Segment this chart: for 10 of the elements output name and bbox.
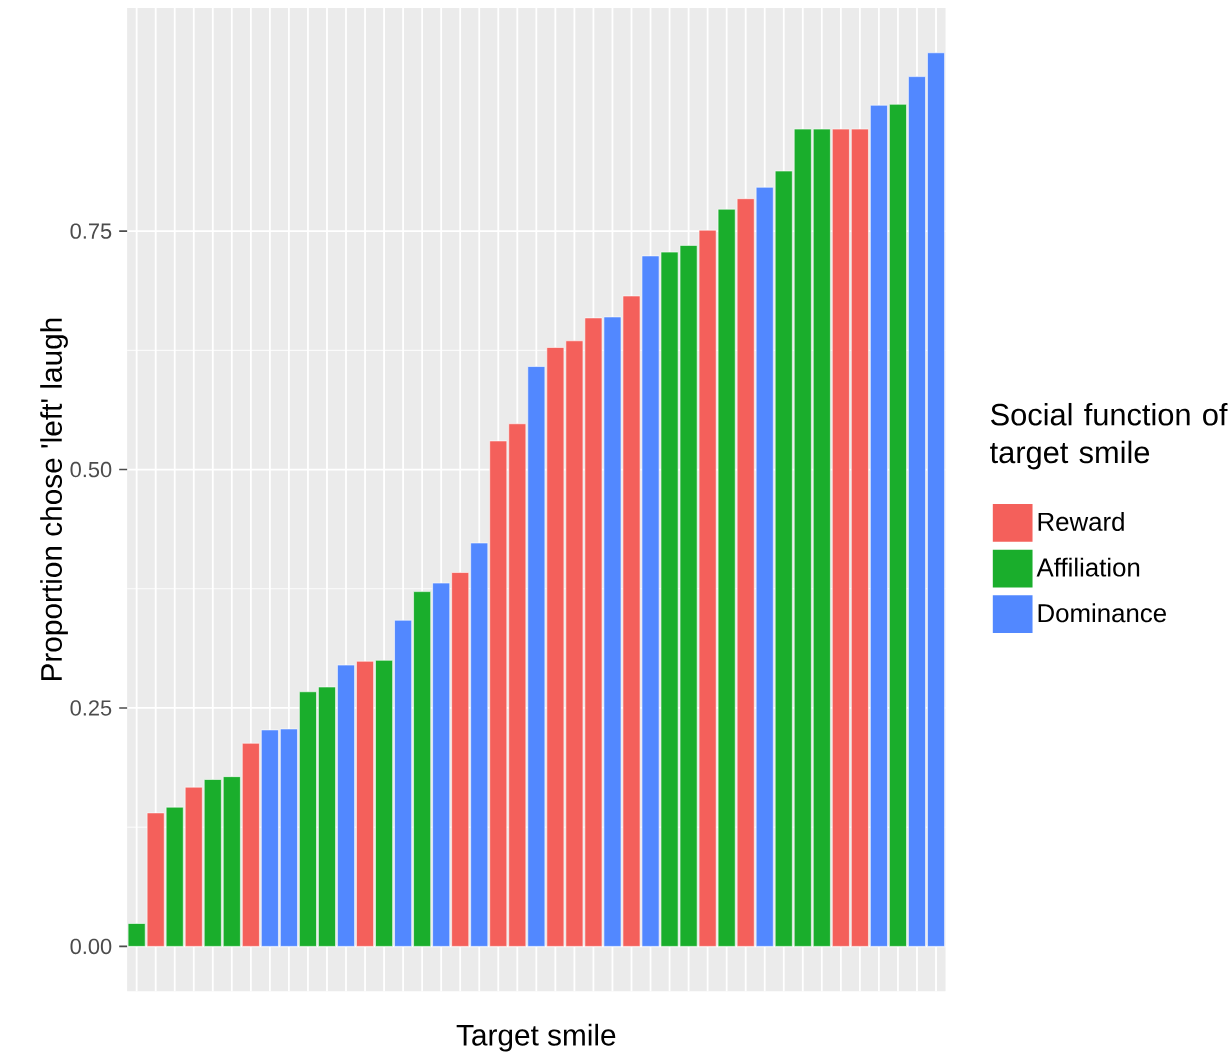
y-tick-label: 0.00 bbox=[70, 938, 112, 955]
legend-title: Social function of target smile bbox=[990, 402, 1228, 470]
legend-label: Affiliation bbox=[1036, 557, 1140, 577]
y-tick-label: 0.50 bbox=[70, 461, 112, 478]
x-axis-title: Target smile bbox=[456, 1023, 616, 1052]
legend-label: Dominance bbox=[1038, 603, 1166, 623]
legend-label: Reward bbox=[1038, 511, 1124, 531]
y-tick-label: 0.75 bbox=[70, 223, 112, 239]
y-axis-title: Proportion chose 'left' laugh bbox=[40, 318, 68, 680]
y-tick-label: 0.25 bbox=[70, 700, 112, 716]
